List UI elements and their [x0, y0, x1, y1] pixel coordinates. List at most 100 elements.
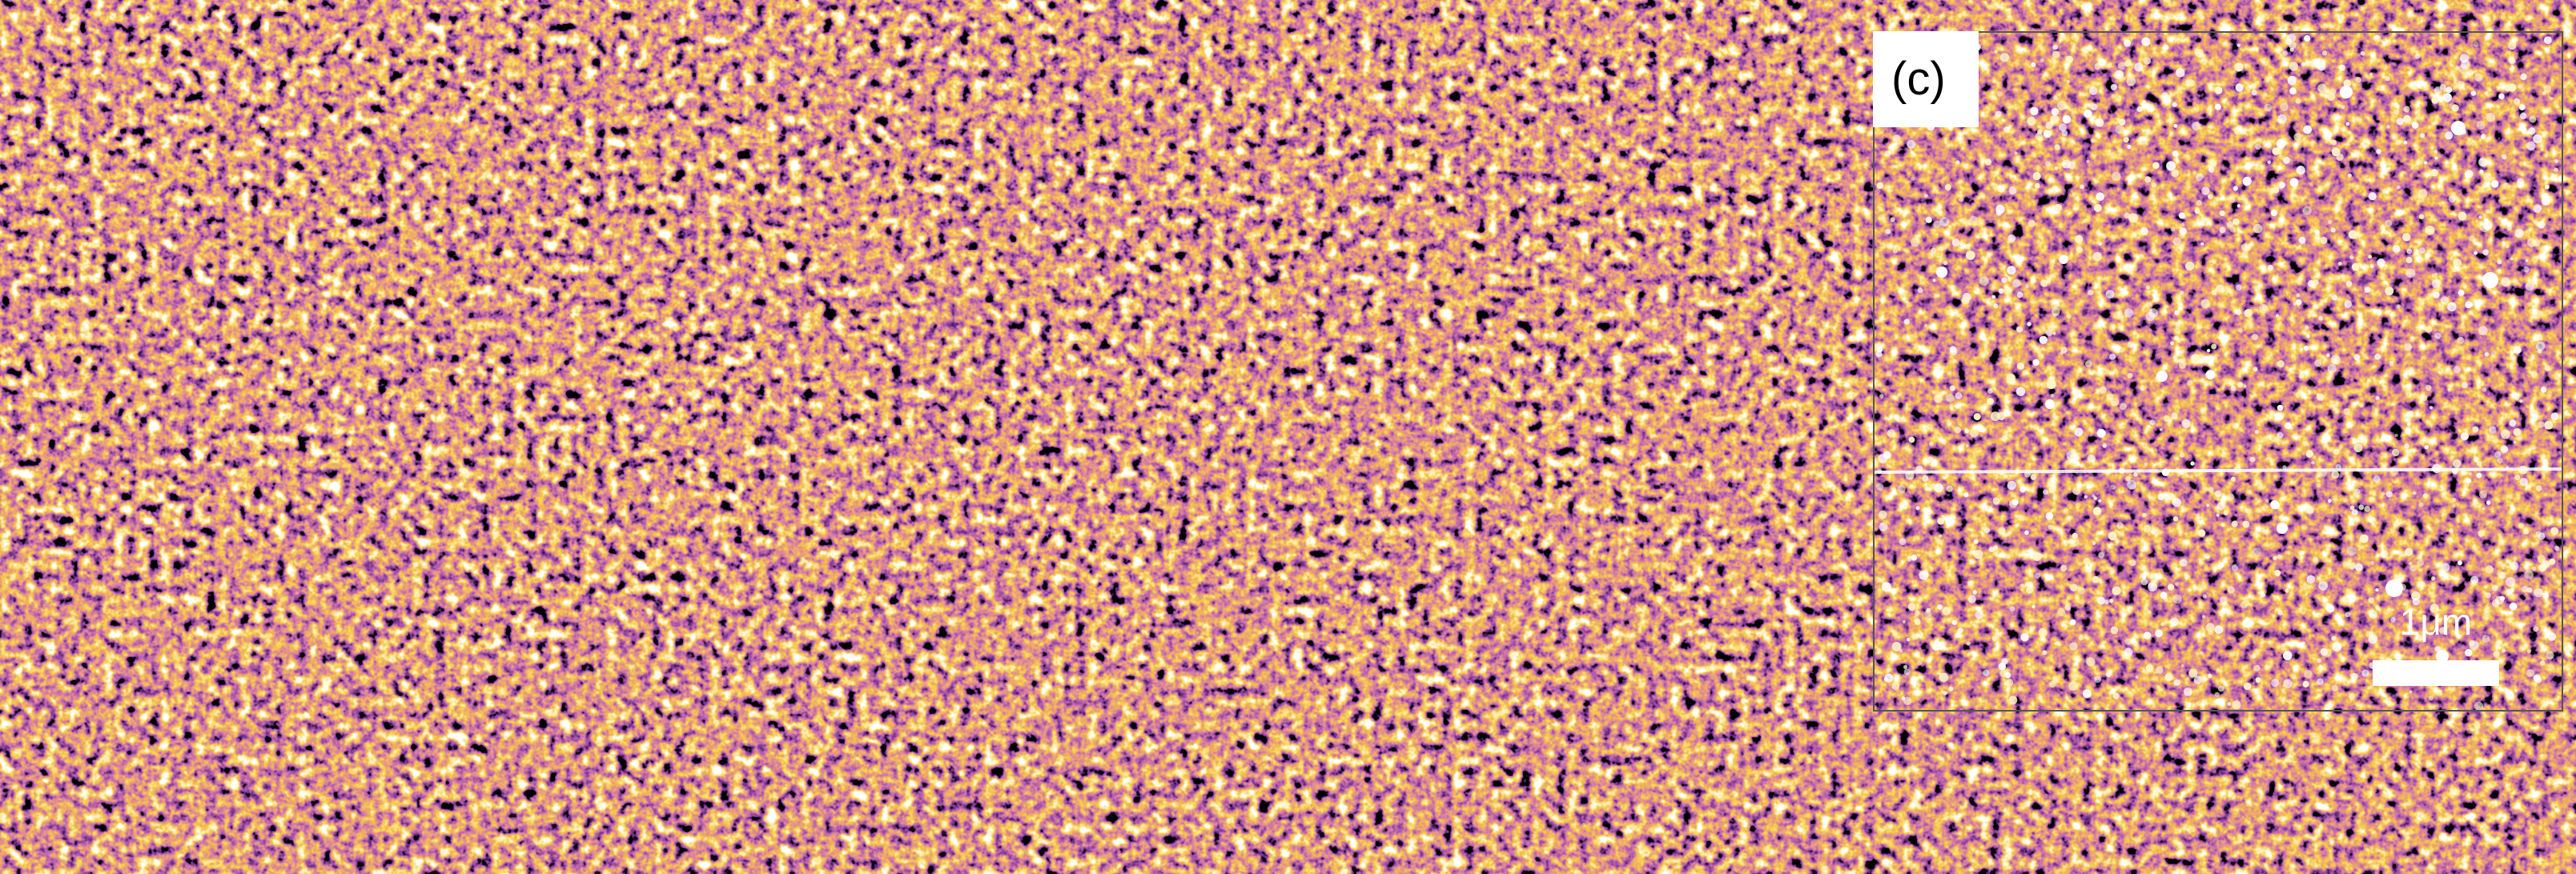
afm-particle [2349, 255, 2354, 260]
afm-particle [2484, 91, 2489, 95]
afm-particle [2333, 114, 2337, 118]
afm-particle [2424, 444, 2429, 450]
inset-y-tick-label: 0.86 [563, 530, 604, 554]
afm-particle [2066, 451, 2076, 460]
afm-particle [2418, 581, 2425, 587]
afm-particle [2134, 62, 2144, 72]
afm-large-particle [2156, 371, 2168, 382]
afm-particle [2109, 599, 2114, 603]
afm-particle [2109, 353, 2116, 360]
afm-particle [2007, 266, 2016, 275]
afm-particle [2482, 387, 2487, 392]
afm-particle [2501, 277, 2510, 287]
afm-particle [2093, 203, 2102, 212]
afm-particle [2143, 631, 2152, 639]
data-point [367, 531, 376, 540]
afm-particle [2179, 227, 2187, 235]
afm-particle [2219, 210, 2225, 217]
afm-particle [2418, 502, 2424, 507]
afm-particle [1903, 668, 1911, 676]
afm-particle [2208, 166, 2215, 173]
afm-particle [2052, 44, 2059, 50]
afm-particle [2364, 287, 2371, 293]
afm-particle [2326, 353, 2330, 358]
inset-x-tick-label: 2 [821, 681, 832, 705]
afm-particle [2431, 576, 2436, 581]
afm-particle [2525, 282, 2534, 291]
afm-particle [2453, 366, 2461, 374]
afm-particle [2136, 106, 2143, 112]
afm-particle [2486, 500, 2491, 505]
afm-particle [2222, 558, 2228, 564]
afm-particle [2439, 627, 2447, 635]
afm-particle [2549, 96, 2554, 101]
afm-particle [2466, 478, 2472, 483]
data-point [759, 125, 768, 134]
afm-particle [2163, 415, 2170, 423]
scale-bar-label-c: 1μm [2400, 601, 2472, 643]
afm-particle [1943, 260, 1948, 266]
afm-particle [1957, 627, 1963, 634]
afm-particle [2077, 587, 2085, 595]
afm-particle [2277, 360, 2285, 367]
afm-particle [1954, 426, 1961, 434]
afm-particle [2143, 57, 2152, 65]
afm-particle [2003, 126, 2010, 133]
afm-particle [2313, 279, 2319, 286]
afm-particle [2499, 595, 2506, 601]
afm-particle [2336, 153, 2344, 161]
afm-particle [2331, 471, 2340, 479]
afm-particle [2140, 227, 2148, 235]
afm-particle [2465, 170, 2474, 178]
afm-particle [2111, 94, 2116, 98]
afm-particle [2503, 182, 2509, 187]
afm-particle [2092, 251, 2102, 262]
afm-particle [1938, 534, 1943, 538]
afm-particle [2434, 156, 2438, 160]
afm-particle [2396, 185, 2401, 190]
afm-particle [2295, 98, 2301, 104]
afm-particle [1994, 50, 1998, 54]
afm-particle [2542, 592, 2550, 599]
afm-particle [2075, 235, 2084, 243]
afm-particle [2375, 395, 2380, 400]
afm-particle [2360, 50, 2365, 56]
afm-particle [2127, 341, 2134, 348]
afm-particle [2172, 237, 2181, 246]
afm-particle [2313, 557, 2318, 563]
afm-particle [2052, 50, 2060, 58]
afm-particle [2040, 58, 2044, 63]
afm-particle [1972, 590, 1977, 595]
afm-particle [2448, 195, 2456, 202]
afm-particle [2486, 112, 2496, 122]
afm-particle [2092, 575, 2100, 583]
afm-particle [2208, 86, 2213, 90]
afm-particle [2293, 133, 2302, 141]
afm-particle [2544, 365, 2550, 371]
panel-label-c: (c) [1891, 53, 1946, 105]
afm-particle [1951, 619, 1958, 625]
afm-particle [2301, 62, 2306, 67]
afm-particle [2430, 169, 2438, 177]
afm-particle [2550, 412, 2559, 421]
afm-particle [1875, 351, 1883, 358]
afm-particle [2537, 555, 2546, 563]
afm-particle [2404, 343, 2413, 351]
afm-particle [2202, 615, 2206, 619]
afm-particle [2232, 218, 2240, 226]
afm-particle [2124, 638, 2132, 645]
afm-particle [2418, 214, 2425, 220]
inset-title: 200 K [709, 441, 765, 465]
afm-particle [2457, 211, 2467, 221]
afm-particle [2274, 570, 2281, 576]
afm-particle [2240, 243, 2248, 251]
afm-particle [2175, 582, 2179, 587]
data-point [825, 84, 834, 93]
legend-marker-as-grown [348, 165, 358, 174]
afm-particle [2455, 66, 2460, 70]
afm-particle [2070, 537, 2080, 547]
afm-particle [2461, 59, 2470, 70]
afm-particle [2287, 75, 2297, 86]
data-point [814, 94, 822, 102]
afm-particle [2088, 86, 2098, 95]
